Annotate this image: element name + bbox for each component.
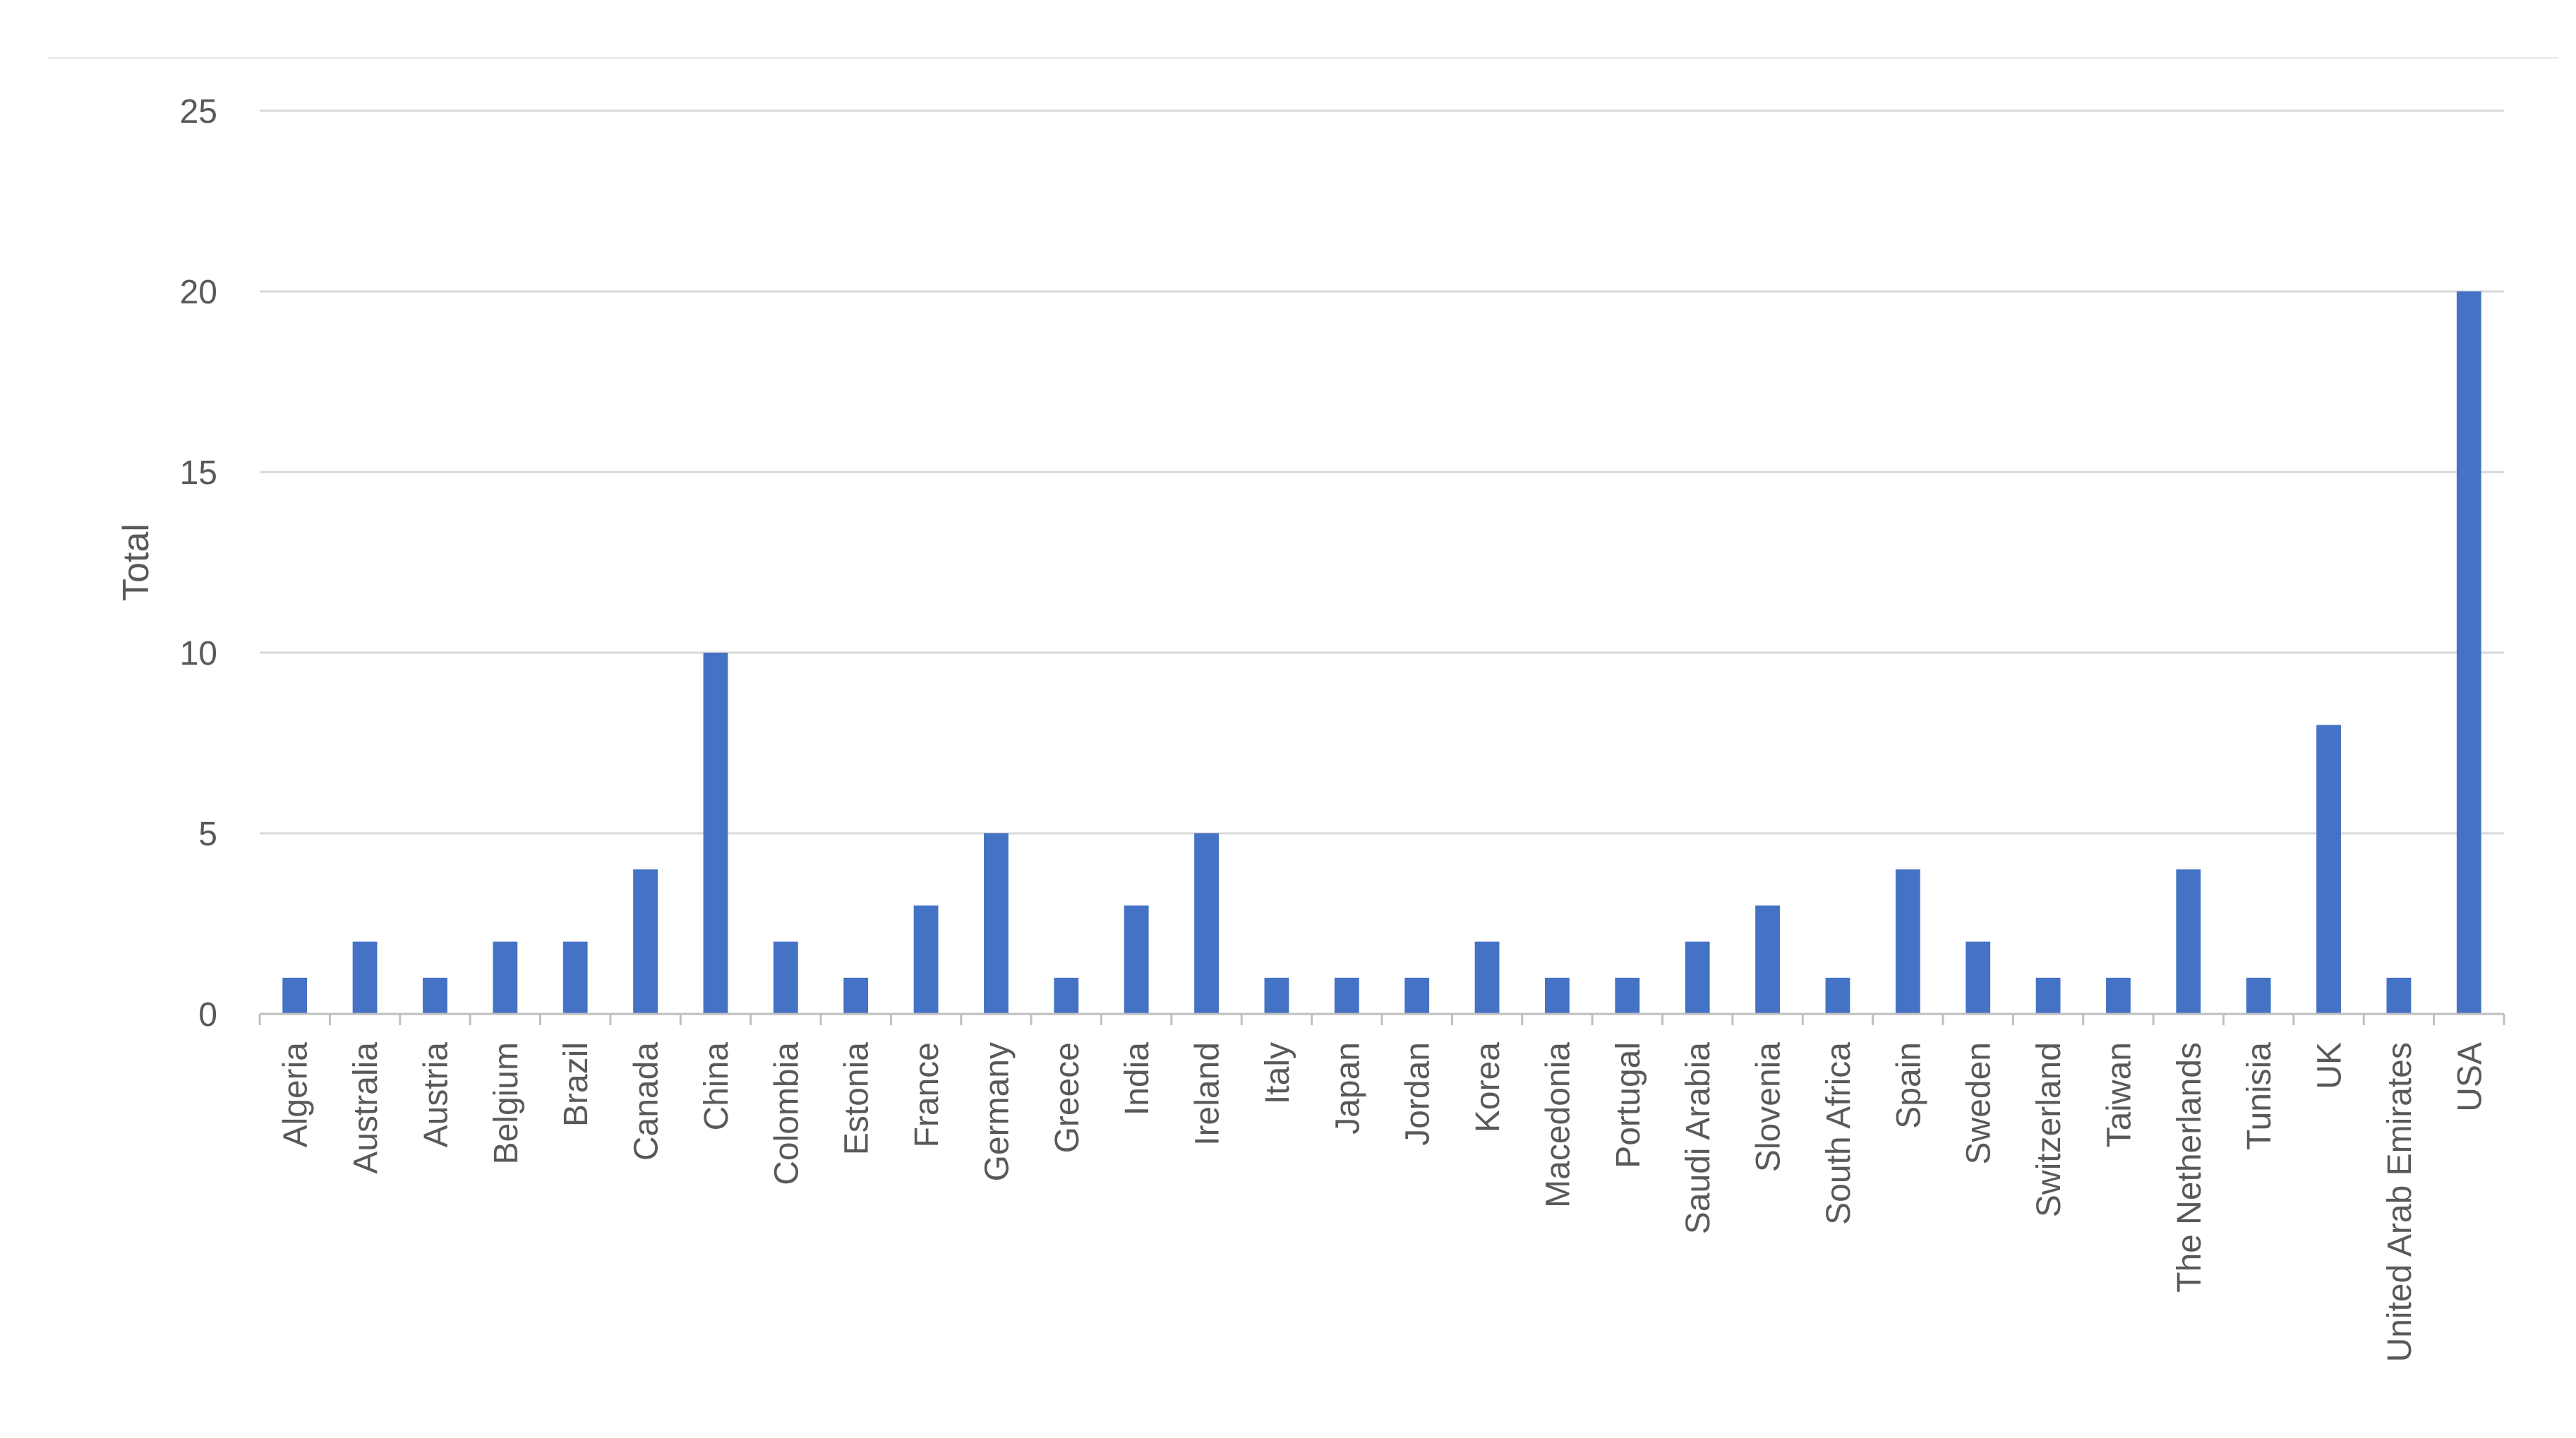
gridlines — [260, 109, 2504, 835]
bar-ireland — [1194, 833, 1219, 1014]
bar-india — [1124, 905, 1149, 1014]
x-tick-label-spain: Spain — [1890, 1042, 1927, 1129]
bar-belgium — [493, 941, 518, 1014]
x-tick-label-colombia: Colombia — [768, 1042, 805, 1185]
bar-jordan — [1404, 977, 1430, 1014]
bars — [282, 291, 2481, 1014]
x-tick-label-austria: Austria — [417, 1042, 455, 1148]
bar-switzerland — [2035, 977, 2061, 1014]
bar-italy — [1264, 977, 1289, 1014]
bar-canada — [633, 869, 658, 1014]
x-tick-label-the-netherlands: The Netherlands — [2171, 1042, 2208, 1293]
bar-korea — [1474, 941, 1500, 1014]
x-tick-label-australia: Australia — [347, 1042, 385, 1174]
bar-portugal — [1615, 977, 1640, 1014]
x-tick-label-jordan: Jordan — [1400, 1042, 1437, 1146]
x-tick-label-france: France — [908, 1042, 946, 1147]
bar-tunisia — [2246, 977, 2271, 1014]
bar-australia — [352, 941, 378, 1014]
x-tick-label-sweden: Sweden — [1961, 1042, 1998, 1164]
x-tick-label-belgium: Belgium — [488, 1042, 525, 1164]
y-axis-ticks: 0 5 10 15 20 25 — [180, 93, 217, 1034]
x-tick-label-india: India — [1119, 1042, 1156, 1116]
x-tick-label-uk: UK — [2311, 1042, 2349, 1089]
bar-south-africa — [1825, 977, 1850, 1014]
bar-france — [913, 905, 939, 1014]
y-axis-title: Total — [116, 524, 157, 601]
y-tick-label-25: 25 — [180, 93, 217, 131]
bar-estonia — [843, 977, 869, 1014]
x-tick-label-italy: Italy — [1259, 1042, 1296, 1104]
x-tick-label-japan: Japan — [1329, 1042, 1366, 1135]
x-tick-label-taiwan: Taiwan — [2100, 1042, 2138, 1147]
x-tick-label-greece: Greece — [1049, 1042, 1086, 1153]
bar-japan — [1334, 977, 1359, 1014]
bar-china — [703, 653, 728, 1014]
y-tick-label-20: 20 — [180, 274, 217, 311]
bar-taiwan — [2106, 977, 2131, 1014]
x-axis-tick-marks — [258, 1014, 2505, 1025]
y-tick-label-5: 5 — [198, 816, 217, 853]
bar-spain — [1895, 869, 1920, 1014]
bar-algeria — [282, 977, 308, 1014]
bar-united-arab-emirates — [2386, 977, 2412, 1014]
x-tick-label-algeria: Algeria — [277, 1042, 315, 1148]
x-tick-label-usa: USA — [2451, 1042, 2488, 1112]
x-tick-label-germany: Germany — [978, 1042, 1016, 1181]
x-tick-label-united-arab-emirates: United Arab Emirates — [2381, 1042, 2419, 1363]
x-tick-label-ireland: Ireland — [1189, 1042, 1227, 1146]
x-tick-label-south-africa: South Africa — [1820, 1042, 1858, 1225]
x-tick-label-china: China — [698, 1042, 735, 1131]
bar-the-netherlands — [2176, 869, 2201, 1014]
x-tick-label-saudi-arabia: Saudi Arabia — [1680, 1042, 1717, 1235]
bar-saudi-arabia — [1685, 941, 1710, 1014]
bar-austria — [423, 977, 447, 1014]
bar-macedonia — [1545, 977, 1570, 1014]
x-tick-label-slovenia: Slovenia — [1750, 1042, 1788, 1172]
x-tick-label-estonia: Estonia — [838, 1042, 876, 1155]
y-tick-label-10: 10 — [180, 635, 217, 672]
y-tick-label-15: 15 — [180, 454, 217, 492]
bar-germany — [984, 833, 1009, 1014]
y-tick-label-0: 0 — [198, 996, 217, 1034]
x-tick-label-switzerland: Switzerland — [2030, 1042, 2068, 1217]
x-tick-label-canada: Canada — [628, 1042, 666, 1161]
bar-brazil — [562, 941, 588, 1014]
bar-sweden — [1966, 941, 1991, 1014]
bar-usa — [2456, 291, 2481, 1014]
x-tick-label-portugal: Portugal — [1610, 1042, 1647, 1168]
x-tick-label-tunisia: Tunisia — [2241, 1042, 2278, 1150]
x-axis-labels: Algeria Australia Austria Belgium Brazil Cana… — [277, 1042, 2489, 1363]
x-tick-label-macedonia: Macedonia — [1539, 1042, 1577, 1208]
x-tick-label-korea: Korea — [1469, 1042, 1507, 1132]
x-tick-label-brazil: Brazil — [558, 1042, 595, 1127]
bar-colombia — [773, 941, 798, 1014]
bar-uk — [2316, 725, 2341, 1014]
bar-slovenia — [1755, 905, 1780, 1014]
bar-greece — [1054, 977, 1079, 1014]
